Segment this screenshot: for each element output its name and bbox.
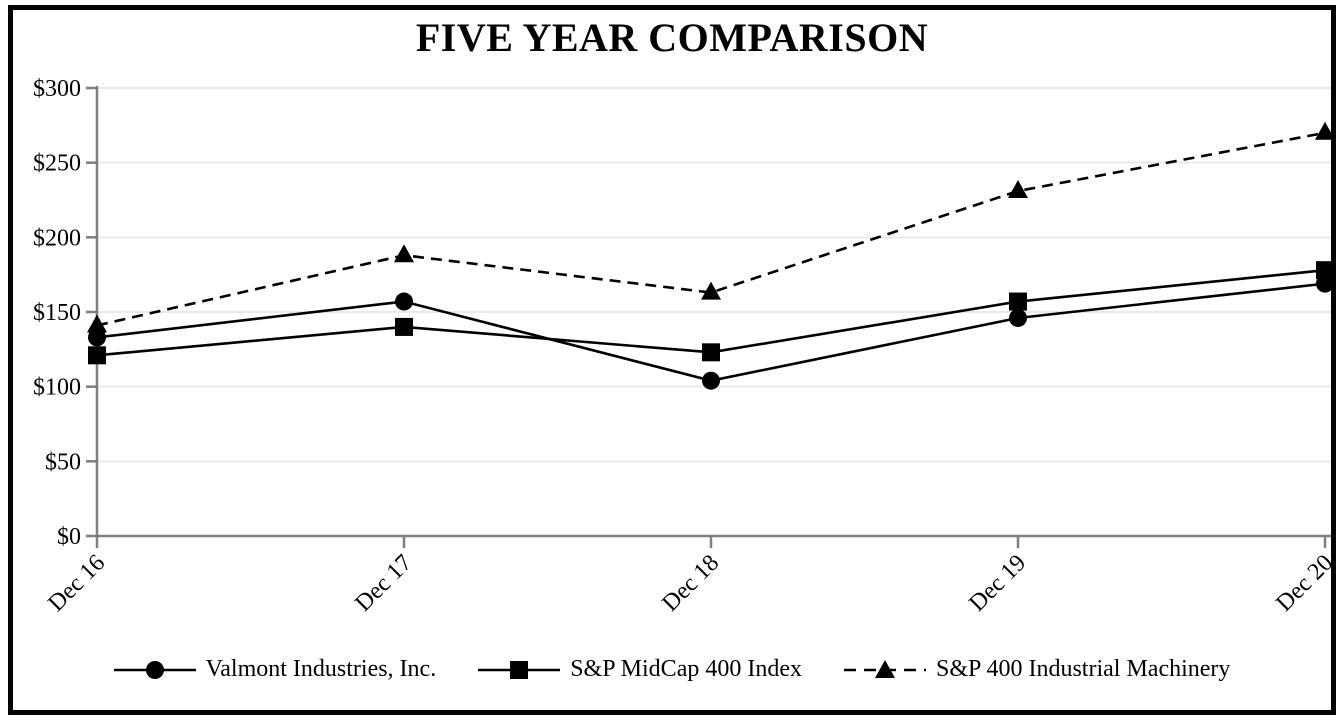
legend-label-midcap: S&P MidCap 400 Index bbox=[570, 656, 802, 682]
legend-label-valmont: Valmont Industries, Inc. bbox=[205, 656, 437, 682]
legend-marker-circle-icon bbox=[113, 660, 196, 679]
legend-marker-square-icon bbox=[478, 660, 561, 679]
chart-title: FIVE YEAR COMPARISON bbox=[415, 15, 929, 60]
svg-text:$50: $50 bbox=[45, 449, 81, 475]
svg-text:$150: $150 bbox=[33, 300, 81, 326]
svg-text:Dec 19: Dec 19 bbox=[964, 550, 1031, 617]
svg-text:Dec 18: Dec 18 bbox=[657, 550, 724, 617]
legend-item-industrial-machinery: S&P 400 Industrial Machinery bbox=[844, 656, 1230, 683]
svg-text:$300: $300 bbox=[33, 76, 81, 102]
svg-text:$200: $200 bbox=[33, 225, 81, 251]
svg-text:$100: $100 bbox=[33, 375, 81, 401]
svg-text:Dec 16: Dec 16 bbox=[43, 550, 110, 617]
legend-item-midcap: S&P MidCap 400 Index bbox=[478, 656, 802, 683]
legend: Valmont Industries, Inc. S&P MidCap 400 … bbox=[0, 656, 1344, 683]
legend-marker-triangle-icon bbox=[844, 659, 926, 678]
svg-text:Dec 20: Dec 20 bbox=[1271, 550, 1338, 617]
svg-text:$250: $250 bbox=[33, 151, 81, 177]
legend-label-industrial-machinery: S&P 400 Industrial Machinery bbox=[936, 656, 1231, 682]
legend-item-valmont: Valmont Industries, Inc. bbox=[113, 656, 437, 683]
svg-text:$0: $0 bbox=[57, 524, 81, 550]
svg-text:Dec 17: Dec 17 bbox=[350, 550, 417, 617]
